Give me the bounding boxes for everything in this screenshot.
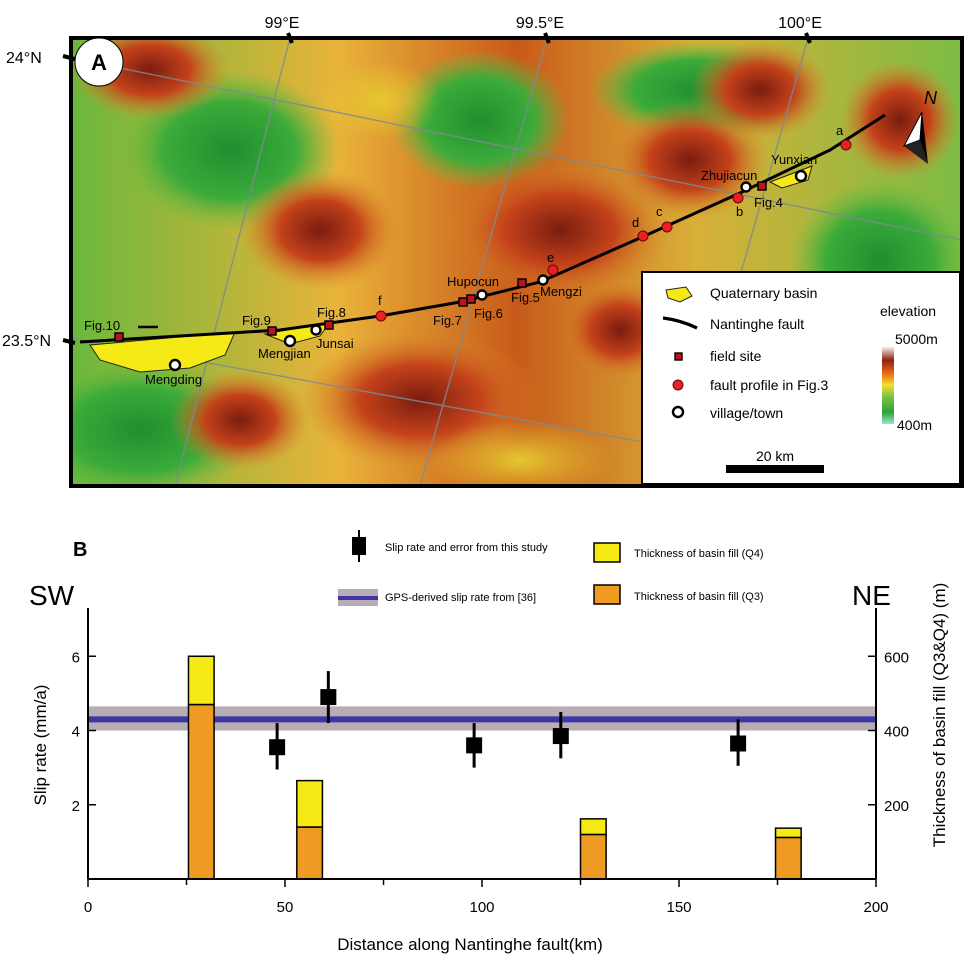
field-site-label: Fig.7 <box>433 313 462 328</box>
lon-label-99-5: 99.5°E <box>516 15 564 32</box>
legend-village: village/town <box>710 405 783 421</box>
y-right-tick-label: 200 <box>884 798 909 815</box>
legend-q4: Thickness of basin fill (Q4) <box>634 548 764 560</box>
legend-slip: Slip rate and error from this study <box>385 542 548 554</box>
legend-fault: Nantinghe fault <box>710 316 804 332</box>
legend-profile: fault profile in Fig.3 <box>710 377 828 393</box>
legend-basin: Quaternary basin <box>710 285 817 301</box>
bar-q4 <box>187 655 215 706</box>
village-label: Mengding <box>145 372 202 387</box>
chart-legend: Slip rate and error from this study GPS-… <box>338 530 764 606</box>
y-axis-label: Slip rate (mm/a) <box>31 685 50 806</box>
lon-label-99: 99°E <box>265 15 300 32</box>
lon-label-100: 100°E <box>778 15 822 32</box>
lat-label-24: 24°N <box>6 50 42 67</box>
gps-rate-layer <box>88 706 876 731</box>
legend-elevation-title: elevation <box>880 303 936 319</box>
legend-scale-label: 20 km <box>756 448 794 464</box>
legend-gps: GPS-derived slip rate from [36] <box>385 592 536 604</box>
x-ticks: 0 50 100 150 200 <box>84 879 889 916</box>
slip-rate-point <box>730 735 747 752</box>
village-label: Mengzi <box>540 284 582 299</box>
y-tick-label: 2 <box>72 798 80 815</box>
slip-rate-markers <box>269 671 747 770</box>
slip-rate-point <box>320 689 337 706</box>
elevation-colorbar <box>882 346 894 424</box>
panel-label-b: B <box>73 539 87 561</box>
basin-fill-bars <box>187 655 802 880</box>
x-tick-label: 150 <box>666 899 691 916</box>
y-right-tick-label: 400 <box>884 724 909 741</box>
village-markers <box>168 169 808 372</box>
village-label: Yunxian <box>771 152 817 167</box>
legend-elevation-max: 5000m <box>895 331 938 347</box>
village-label: Junsai <box>316 336 354 351</box>
gps-rate-line <box>88 716 876 723</box>
y-right-tick-label: 600 <box>884 649 909 666</box>
bar-q3 <box>774 836 802 880</box>
y-tick-label: 4 <box>72 724 80 741</box>
x-tick-label: 50 <box>277 899 294 916</box>
y-tick-label: 6 <box>72 649 80 666</box>
field-site-label: Fig.4 <box>754 195 783 210</box>
nantinghe-fault-line <box>79 113 886 344</box>
profile-label: f <box>378 293 382 308</box>
sw-label: SW <box>29 580 75 611</box>
y-ticks-right: 200 400 600 <box>868 649 909 815</box>
legend-field-site: field site <box>710 348 762 364</box>
profile-label: d <box>632 215 639 230</box>
field-site-label: Fig.5 <box>511 290 540 305</box>
bar-q3 <box>187 703 215 880</box>
bar-q4 <box>296 779 324 828</box>
y-axis-label-right: Thickness of basin fill (Q3&Q4) (m) <box>930 583 949 848</box>
x-tick-label: 0 <box>84 899 92 916</box>
ne-label: NE <box>852 580 891 611</box>
panel-label-a: A <box>91 50 107 75</box>
chart-panel: B SW NE Slip rate and error from this st… <box>29 530 949 954</box>
x-axis-label: Distance along Nantinghe fault(km) <box>337 935 603 954</box>
y-ticks: 2 4 6 <box>72 649 96 815</box>
village-label: Mengjian <box>258 346 311 361</box>
profile-label: e <box>547 250 554 265</box>
bar-q3 <box>296 826 324 880</box>
profile-label: b <box>736 204 743 219</box>
north-arrow-icon <box>902 111 928 164</box>
north-label: N <box>924 88 938 108</box>
field-site-label: Fig.10 <box>84 318 120 333</box>
bar-q3 <box>579 833 607 880</box>
fault-profile-markers <box>375 139 852 322</box>
village-label: Zhujiacun <box>701 168 757 183</box>
map-frame <box>69 36 964 488</box>
legend-q3: Thickness of basin fill (Q3) <box>634 591 764 603</box>
slip-rate-point <box>269 739 286 756</box>
x-tick-label: 100 <box>469 899 494 916</box>
field-site-label: Fig.9 <box>242 313 271 328</box>
map-panel: 99°E 99.5°E 100°E 24°N 23.5°N A N Fig.10… <box>2 15 964 488</box>
lat-label-23-5: 23.5°N <box>2 333 51 350</box>
field-site-label: Fig.6 <box>474 306 503 321</box>
slip-rate-point <box>552 728 569 745</box>
map-legend: Quaternary basin Nantinghe fault field s… <box>641 271 961 485</box>
scale-bar <box>726 465 824 473</box>
profile-label: c <box>656 204 663 219</box>
field-site-markers <box>114 181 767 342</box>
legend-elevation-min: 400m <box>897 417 932 433</box>
slip-rate-point <box>466 737 483 754</box>
bar-q4 <box>774 827 802 839</box>
village-label: Hupocun <box>447 274 499 289</box>
bar-q4 <box>579 818 607 836</box>
profile-label: a <box>836 123 844 138</box>
x-tick-label: 200 <box>863 899 888 916</box>
field-site-label: Fig.8 <box>317 305 346 320</box>
